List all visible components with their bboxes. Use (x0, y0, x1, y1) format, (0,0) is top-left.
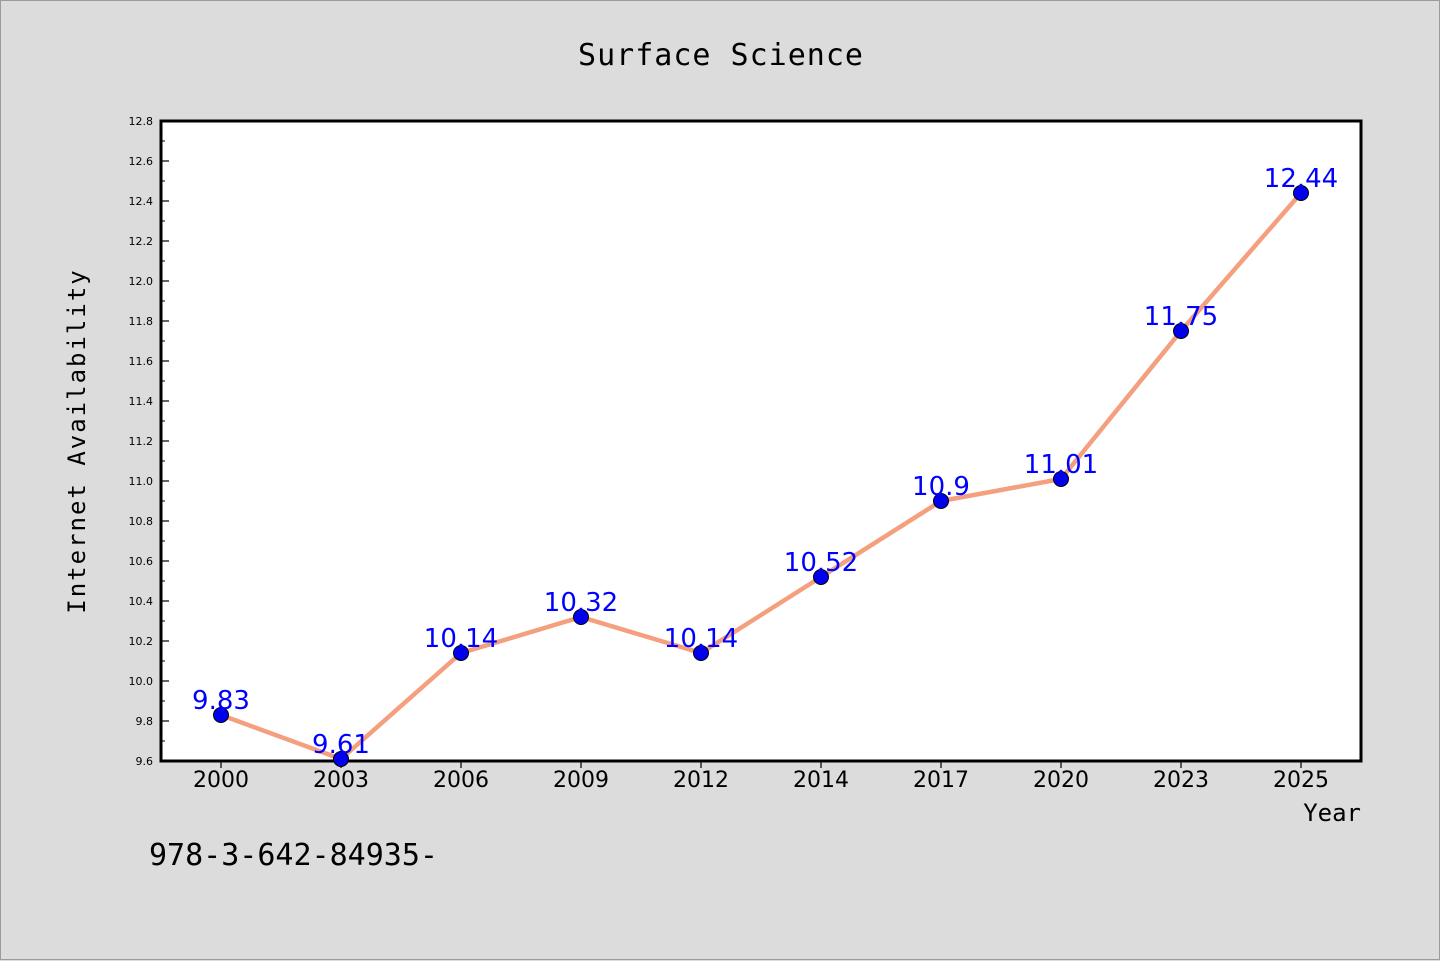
data-point (693, 645, 709, 661)
x-tick-label: 2023 (1153, 768, 1209, 793)
data-label: 10.14 (424, 624, 498, 654)
y-tick-label: 12.0 (129, 275, 154, 288)
y-tick-label: 12.6 (129, 155, 154, 168)
x-axis: 2000 2003 2006 2009 2012 2014 2017 2020 2023 2025 (193, 761, 1329, 793)
data-label: 12.44 (1264, 164, 1338, 194)
y-tick-label: 11.4 (129, 395, 154, 408)
y-tick-label: 10.6 (129, 555, 154, 568)
data-point (1173, 323, 1189, 339)
data-point (573, 609, 589, 625)
y-tick-label: 11.8 (129, 315, 154, 328)
data-point (1053, 471, 1069, 487)
data-point (453, 645, 469, 661)
y-tick-label: 10.2 (129, 635, 154, 648)
y-tick-label: 10.8 (129, 515, 154, 528)
y-axis-label: Internet Availability (63, 268, 91, 613)
y-tick-label: 11.2 (129, 435, 154, 448)
data-label: 10.52 (784, 548, 858, 578)
x-tick-label: 2012 (673, 768, 729, 793)
x-tick-label: 2006 (433, 768, 489, 793)
y-tick-label: 9.6 (136, 755, 154, 768)
chart-title: Surface Science (578, 38, 864, 73)
data-label: 10.14 (664, 624, 738, 654)
y-tick-label: 12.8 (129, 115, 154, 128)
x-tick-label: 2025 (1273, 768, 1329, 793)
y-tick-label: 11.6 (129, 355, 154, 368)
plot-area (159, 119, 1363, 763)
data-label: 10.32 (544, 588, 618, 618)
data-point (1293, 185, 1309, 201)
y-tick-label: 12.4 (129, 195, 154, 208)
y-tick-label: 12.2 (129, 235, 154, 248)
x-tick-label: 2014 (793, 768, 849, 793)
y-tick-label: 9.8 (136, 715, 154, 728)
data-point (813, 569, 829, 585)
series-layer: 9.83 9.61 10.14 10.32 10.14 10.52 10.9 11.01 11.… (192, 164, 1338, 767)
data-label: 10.9 (912, 472, 970, 502)
y-tick-label: 10.0 (129, 675, 154, 688)
x-axis-label: Year (1303, 799, 1361, 827)
data-point (333, 751, 349, 767)
x-tick-label: 2009 (553, 768, 609, 793)
data-label: 11.01 (1024, 450, 1098, 480)
y-tick-label: 11.0 (129, 475, 154, 488)
x-tick-label: 2003 (313, 768, 369, 793)
x-tick-label: 2017 (913, 768, 969, 793)
data-point (933, 493, 949, 509)
footnote-text: 978-3-642-84935- (149, 838, 438, 873)
x-tick-label: 2000 (193, 768, 249, 793)
y-axis: 9.6 9.8 10.0 10.2 10.4 10.6 10.8 11.0 11.2 11.4 11… (129, 115, 169, 768)
x-tick-label: 2020 (1033, 768, 1089, 793)
series-line (218, 190, 1304, 762)
y-tick-label: 10.4 (129, 595, 154, 608)
data-point (213, 707, 229, 723)
data-label: 9.83 (192, 686, 250, 716)
data-label: 11.75 (1144, 302, 1218, 332)
data-label: 9.61 (312, 730, 370, 760)
